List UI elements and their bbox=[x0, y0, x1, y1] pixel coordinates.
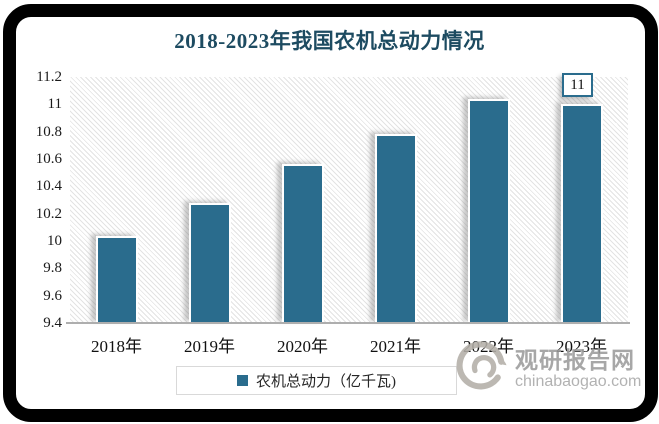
y-tick-label: 9.4 bbox=[43, 315, 62, 331]
x-tick-label: 2020年 bbox=[277, 337, 328, 356]
x-tick-label: 2018年 bbox=[91, 337, 142, 356]
bar bbox=[188, 203, 231, 323]
bar bbox=[95, 236, 138, 323]
chart-title: 2018-2023年我国农机总动力情况 bbox=[174, 29, 485, 53]
legend-marker-icon bbox=[237, 375, 248, 386]
y-tick-label: 10 bbox=[47, 233, 62, 249]
x-axis-line bbox=[66, 322, 630, 324]
bar bbox=[560, 104, 603, 323]
legend: 农机总动力（亿千瓦) bbox=[176, 366, 457, 395]
x-tick-label: 2019年 bbox=[184, 337, 235, 356]
watermark-domain: chinabaogao.com bbox=[515, 372, 642, 390]
y-tick-label: 10.4 bbox=[35, 178, 62, 195]
swirl-logo-icon bbox=[454, 339, 510, 400]
y-tick-label: 11 bbox=[47, 96, 62, 113]
bar bbox=[467, 99, 510, 323]
bar bbox=[281, 164, 324, 323]
y-tick-label: 10.8 bbox=[35, 123, 62, 140]
x-axis: 2018年 2019年 2020年 2021年 2022年 2023年 bbox=[70, 332, 628, 356]
y-tick-label: 9.6 bbox=[43, 287, 62, 304]
x-tick-label: 2023年 bbox=[556, 337, 607, 356]
legend-label: 农机总动力（亿千瓦) bbox=[256, 374, 396, 390]
y-tick-label: 10.6 bbox=[35, 151, 62, 167]
watermark: 观研报告网 chinabaogao.com bbox=[454, 337, 656, 401]
data-label-box: 11 bbox=[562, 73, 593, 97]
x-tick-label: 2021年 bbox=[370, 337, 421, 356]
watermark-name: 观研报告网 bbox=[515, 346, 635, 373]
y-tick-label: 10.2 bbox=[35, 205, 62, 222]
y-tick-label: 9.8 bbox=[43, 260, 62, 277]
y-tick-label: 11.2 bbox=[36, 69, 62, 85]
plot-area: 11 bbox=[70, 73, 628, 323]
bar bbox=[374, 134, 417, 323]
